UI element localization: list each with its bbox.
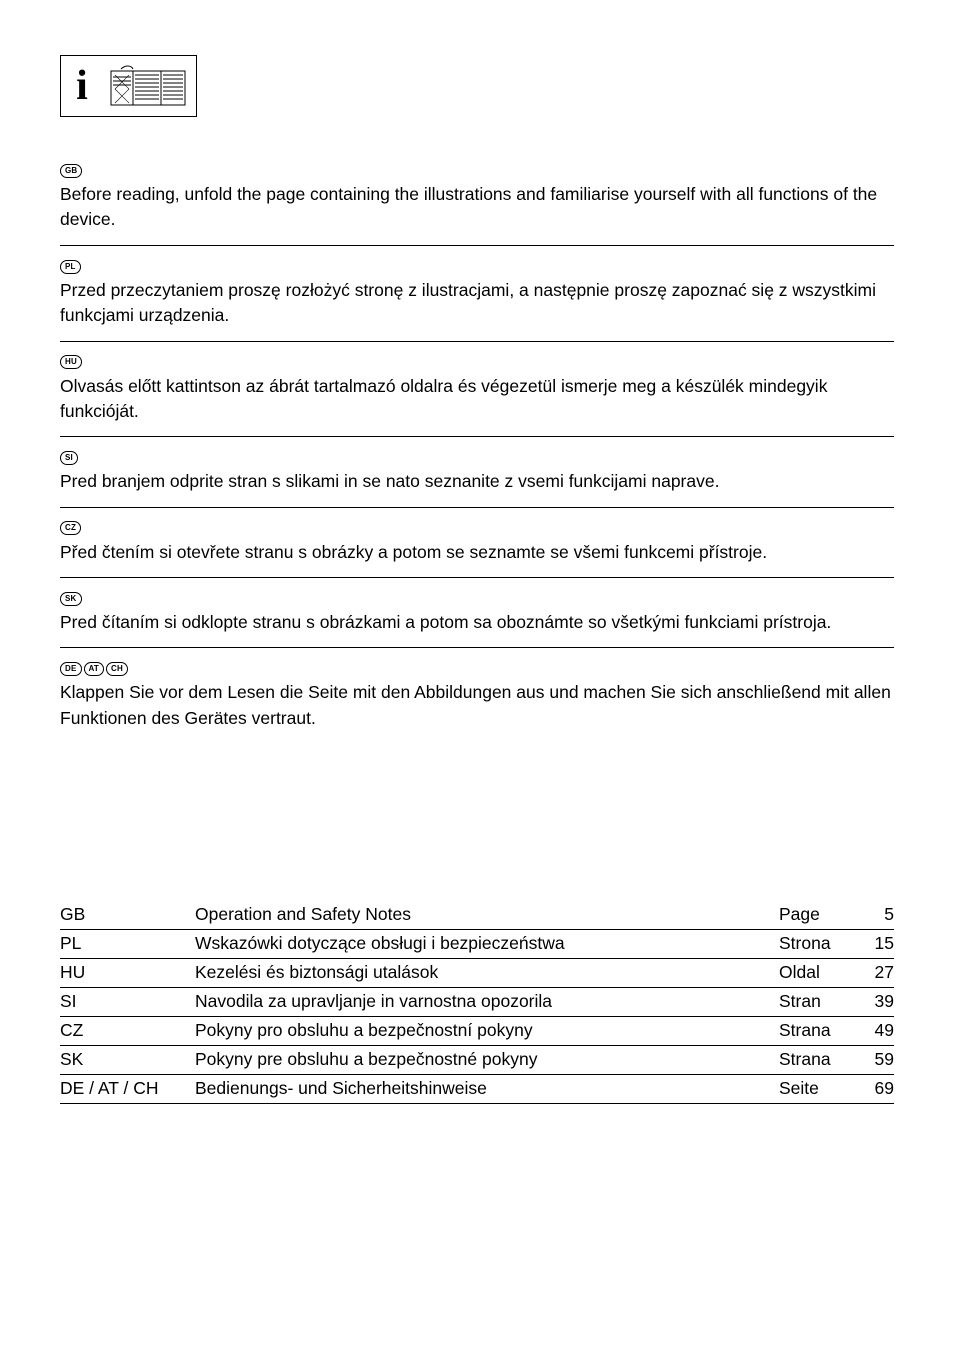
manual-page: i [0, 0, 954, 1354]
toc-title: Bedienungs- und Sicherheitshinweise [195, 1075, 779, 1104]
toc-country-code: GB [60, 901, 195, 930]
table-row: CZPokyny pro obsluhu a bezpečnostní poky… [60, 1017, 894, 1046]
language-block: HU Olvasás előtt kattintson az ábrát tart… [60, 354, 894, 425]
toc-country-code: CZ [60, 1017, 195, 1046]
table-row: SINavodila za upravljanje in varnostna o… [60, 988, 894, 1017]
country-badge: GB [60, 164, 82, 178]
section-divider [60, 507, 894, 508]
foldout-booklet-icon [103, 61, 193, 111]
country-badge-row: PL [60, 258, 894, 276]
table-row: HUKezelési és biztonsági utalásokOldal27 [60, 959, 894, 988]
section-divider [60, 341, 894, 342]
toc-title: Kezelési és biztonsági utalások [195, 959, 779, 988]
instruction-text: Pred branjem odprite stran s slikami in … [60, 469, 894, 494]
toc-country-code: DE / AT / CH [60, 1075, 195, 1104]
toc-page-number: 59 [854, 1046, 894, 1075]
instruction-text: Pred čítaním si odklopte stranu s obrázk… [60, 610, 894, 635]
info-i-glyph-cell: i [61, 65, 103, 107]
toc-page-number: 39 [854, 988, 894, 1017]
country-badge: CZ [60, 521, 81, 535]
country-badge-row: DEATCH [60, 660, 894, 678]
country-badge: AT [84, 662, 104, 676]
language-block: PL Przed przeczytaniem proszę rozłożyć st… [60, 258, 894, 329]
toc-page-label: Strana [779, 1046, 854, 1075]
table-row: SKPokyny pre obsluhu a bezpečnostné poky… [60, 1046, 894, 1075]
toc-page-label: Strana [779, 1017, 854, 1046]
toc-page-label: Strona [779, 930, 854, 959]
instruction-text: Olvasás előtt kattintson az ábrát tartal… [60, 374, 894, 425]
instruction-text: Před čtením si otevřete stranu s obrázky… [60, 540, 894, 565]
instruction-text: Klappen Sie vor dem Lesen die Seite mit … [60, 680, 894, 731]
section-divider [60, 577, 894, 578]
language-block: SI Pred branjem odprite stran s slikami i… [60, 449, 894, 494]
toc-page-label: Oldal [779, 959, 854, 988]
country-badge: DE [60, 662, 82, 676]
toc-country-code: PL [60, 930, 195, 959]
toc-country-code: HU [60, 959, 195, 988]
table-of-contents: GBOperation and Safety NotesPage5PLWskaz… [60, 901, 894, 1104]
toc-page-number: 69 [854, 1075, 894, 1104]
language-block: DEATCH Klappen Sie vor dem Lesen die Seit… [60, 660, 894, 731]
toc-title: Pokyny pre obsluhu a bezpečnostné pokyny [195, 1046, 779, 1075]
table-row: GBOperation and Safety NotesPage5 [60, 901, 894, 930]
country-badge-row: SI [60, 449, 894, 467]
toc-page-number: 5 [854, 901, 894, 930]
country-badge-row: SK [60, 590, 894, 608]
country-badge: CH [106, 662, 128, 676]
language-block: SK Pred čítaním si odklopte stranu s obrá… [60, 590, 894, 635]
toc-title: Navodila za upravljanje in varnostna opo… [195, 988, 779, 1017]
toc-country-code: SK [60, 1046, 195, 1075]
toc-page-number: 27 [854, 959, 894, 988]
country-badge-row: GB [60, 162, 894, 180]
toc-page-label: Seite [779, 1075, 854, 1104]
toc-page-number: 15 [854, 930, 894, 959]
country-badge: SK [60, 592, 82, 606]
section-divider [60, 436, 894, 437]
language-instructions-list: GB Before reading, unfold the page contai… [60, 162, 894, 731]
instruction-text: Before reading, unfold the page containi… [60, 182, 894, 233]
toc-page-label: Page [779, 901, 854, 930]
country-badge: SI [60, 451, 78, 465]
toc-title: Pokyny pro obsluhu a bezpečnostní pokyny [195, 1017, 779, 1046]
info-foldout-icon: i [60, 55, 197, 117]
instruction-text: Przed przeczytaniem proszę rozłożyć stro… [60, 278, 894, 329]
table-row: DE / AT / CHBedienungs- und Sicherheitsh… [60, 1075, 894, 1104]
toc-title: Wskazówki dotyczące obsługi i bezpieczeń… [195, 930, 779, 959]
language-block: GB Before reading, unfold the page contai… [60, 162, 894, 233]
info-i-glyph: i [76, 65, 88, 107]
country-badge: PL [60, 260, 81, 274]
table-row: PLWskazówki dotyczące obsługi i bezpiecz… [60, 930, 894, 959]
language-block: CZ Před čtením si otevřete stranu s obráz… [60, 520, 894, 565]
toc-page-label: Stran [779, 988, 854, 1017]
toc-title: Operation and Safety Notes [195, 901, 779, 930]
country-badge-row: CZ [60, 520, 894, 538]
toc-page-number: 49 [854, 1017, 894, 1046]
country-badge: HU [60, 355, 82, 369]
section-divider [60, 647, 894, 648]
toc-country-code: SI [60, 988, 195, 1017]
section-divider [60, 245, 894, 246]
country-badge-row: HU [60, 354, 894, 372]
